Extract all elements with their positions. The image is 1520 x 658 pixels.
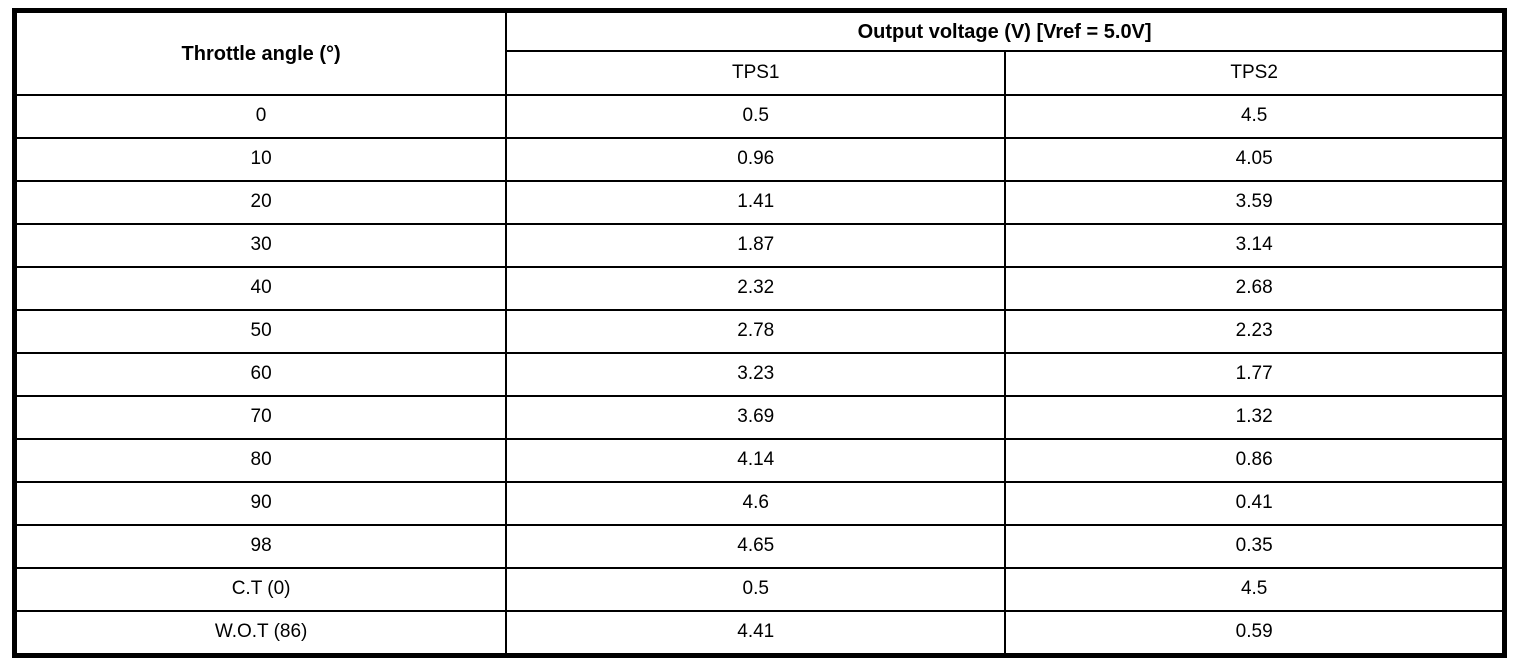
table-row: C.T (0) 0.5 4.5 [13,567,1506,612]
tps2-value-cell: 0.41 [1004,481,1506,526]
table-row: 0 0.5 4.5 [13,94,1506,139]
tps2-value-cell: 2.23 [1004,309,1506,354]
table-row: 30 1.87 3.14 [13,223,1506,268]
tps2-value-cell: 1.77 [1004,352,1506,397]
output-voltage-header: Output voltage (V) [Vref = 5.0V] [505,9,1506,52]
tps1-value-cell: 2.32 [505,266,1007,311]
tps1-value-cell: 2.78 [505,309,1007,354]
tps2-value-cell: 1.32 [1004,395,1506,440]
tps2-value-cell: 0.35 [1004,524,1506,569]
tps1-value-cell: 3.69 [505,395,1007,440]
table-row: 80 4.14 0.86 [13,438,1506,483]
tps1-value-cell: 0.5 [505,567,1007,612]
table-header: Throttle angle (°) Output voltage (V) [V… [13,9,1506,96]
tps2-value-cell: 4.05 [1004,137,1506,182]
header-row-group: Throttle angle (°) Output voltage (V) [V… [13,9,1506,96]
table-body: 0 0.5 4.5 10 0.96 4.05 20 1.41 3.59 30 1.87 3.14 40 2… [13,94,1506,657]
tps2-value-cell: 3.59 [1004,180,1506,225]
table-row: W.O.T (86) 4.41 0.59 [13,610,1506,657]
tps1-value-cell: 1.87 [505,223,1007,268]
throttle-angle-cell: 98 [13,524,508,569]
throttle-angle-cell: 30 [13,223,508,268]
tps1-value-cell: 4.6 [505,481,1007,526]
throttle-angle-cell: C.T (0) [13,567,508,612]
throttle-angle-cell: 40 [13,266,508,311]
tps1-value-cell: 0.96 [505,137,1007,182]
throttle-angle-cell: 50 [13,309,508,354]
table-row: 20 1.41 3.59 [13,180,1506,225]
throttle-angle-cell: 60 [13,352,508,397]
table-row: 10 0.96 4.05 [13,137,1506,182]
table-row: 40 2.32 2.68 [13,266,1506,311]
tps1-header: TPS1 [505,50,1007,96]
table-row: 50 2.78 2.23 [13,309,1506,354]
table-row: 60 3.23 1.77 [13,352,1506,397]
table-row: 98 4.65 0.35 [13,524,1506,569]
tps2-header: TPS2 [1004,50,1506,96]
throttle-angle-cell: 20 [13,180,508,225]
table-row: 90 4.6 0.41 [13,481,1506,526]
tps1-value-cell: 4.65 [505,524,1007,569]
throttle-angle-cell: W.O.T (86) [13,610,508,657]
throttle-angle-cell: 80 [13,438,508,483]
tps1-value-cell: 0.5 [505,94,1007,139]
tps2-value-cell: 4.5 [1004,567,1506,612]
header-row-sub: TPS1 TPS2 [15,50,1506,96]
tps-voltage-spec-table: Throttle angle (°) Output voltage (V) [V… [12,8,1507,658]
tps1-value-cell: 3.23 [505,352,1007,397]
throttle-angle-cell: 90 [13,481,508,526]
throttle-angle-cell: 70 [13,395,508,440]
tps2-value-cell: 0.86 [1004,438,1506,483]
throttle-angle-cell: 10 [13,137,508,182]
tps2-value-cell: 0.59 [1004,610,1506,657]
table-row: 70 3.69 1.32 [13,395,1506,440]
tps2-value-cell: 2.68 [1004,266,1506,311]
tps1-value-cell: 4.41 [505,610,1007,657]
tps1-value-cell: 1.41 [505,180,1007,225]
throttle-angle-cell: 0 [13,94,508,139]
tps1-value-cell: 4.14 [505,438,1007,483]
tps2-value-cell: 4.5 [1004,94,1506,139]
throttle-angle-header: Throttle angle (°) [13,9,508,96]
tps2-value-cell: 3.14 [1004,223,1506,268]
